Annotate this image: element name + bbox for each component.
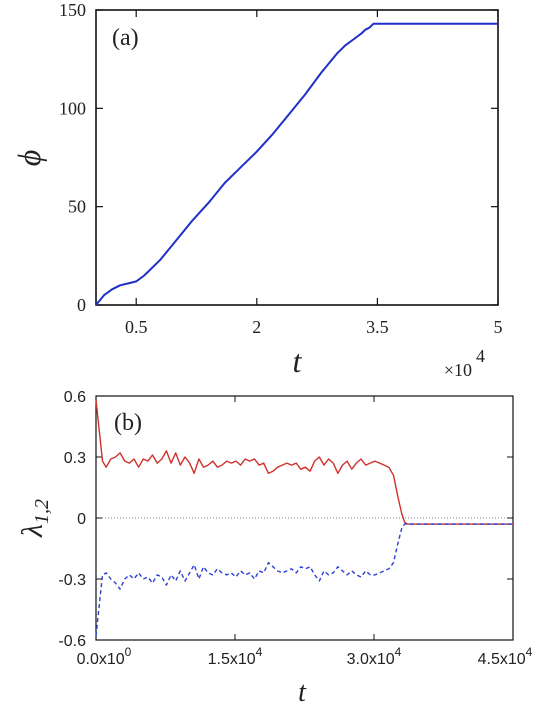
panel-a-label: (a) bbox=[112, 25, 139, 51]
panel-a-xtick-label: 0.5 bbox=[125, 317, 148, 337]
panel-a-ytick-label: 100 bbox=[59, 98, 86, 118]
panel-b-ytick-label: 0.3 bbox=[64, 450, 86, 467]
panel-b-ytick-label: -0.3 bbox=[58, 572, 86, 589]
panel-b-ytick-label: -0.6 bbox=[58, 633, 86, 650]
panel-a-series-line bbox=[95, 22, 498, 306]
panel-b-series-lambda2 bbox=[95, 523, 513, 636]
panel-a-ytick-label: 150 bbox=[59, 0, 86, 20]
panel-b-series-lambda1 bbox=[95, 400, 513, 525]
panel-a-ytick-label: 50 bbox=[68, 197, 86, 217]
panel-b-xtick-label: 1.5x104 bbox=[208, 645, 263, 668]
panel-b-ylabel: λ1,2 bbox=[16, 499, 53, 538]
panel-b-label: (b) bbox=[114, 410, 142, 436]
panel-b-xtick-label: 4.5x104 bbox=[478, 645, 533, 668]
panel-a-xtick-label: 3.5 bbox=[366, 317, 389, 337]
panel-a-frame bbox=[95, 9, 499, 306]
panel-b-xlabel: t bbox=[298, 677, 307, 708]
panel-a-ytick-label: 0 bbox=[77, 295, 86, 315]
panel-a-ylabel: ϕ bbox=[11, 150, 47, 167]
panel-b: 0.0x100 1.5x104 3.0x104 4.5x104 -0.6 -0.3 0 0.3… bbox=[16, 389, 533, 708]
panel-a-x-multiplier: ×10 bbox=[444, 360, 472, 380]
panel-b-xtick-label: 0.0x100 bbox=[77, 645, 132, 668]
panel-b-ytick-label: 0 bbox=[77, 511, 86, 528]
panel-b-ytick-label: 0.6 bbox=[64, 389, 86, 406]
panel-a-x-multiplier-exp: 4 bbox=[476, 346, 485, 366]
panel-a-xtick-label: 2 bbox=[252, 317, 261, 337]
panel-a-xtick-label: 5 bbox=[494, 317, 503, 337]
panel-b-xtick-label: 3.0x104 bbox=[347, 645, 402, 668]
panel-a-xlabel: t bbox=[293, 343, 303, 379]
